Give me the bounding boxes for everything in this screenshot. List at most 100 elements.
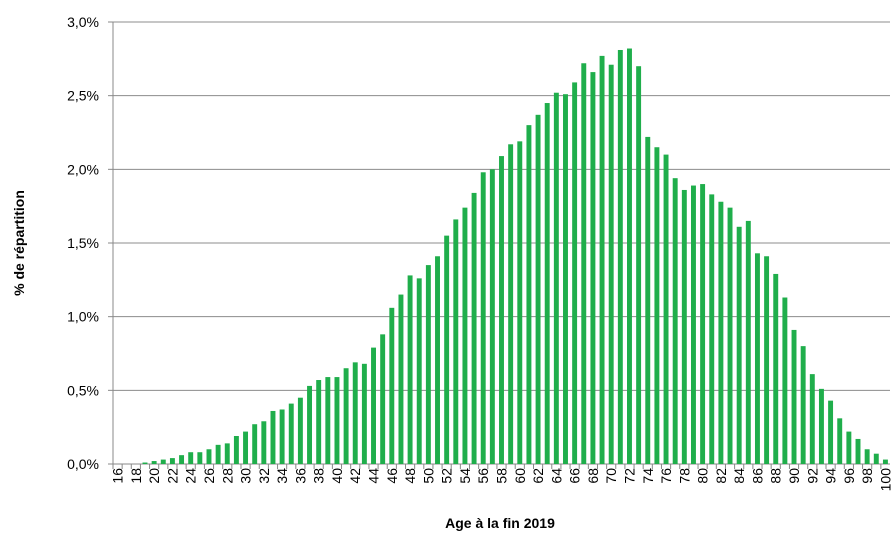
bar <box>380 334 386 464</box>
x-tick-label: 52 <box>439 468 455 484</box>
bar <box>297 397 303 464</box>
x-tick-label: 92 <box>804 468 820 484</box>
bar <box>672 178 678 464</box>
bar <box>224 443 230 464</box>
x-tick-label: 30 <box>238 468 254 484</box>
bar <box>736 226 742 464</box>
bar <box>526 125 532 464</box>
x-tick-label: 44 <box>366 468 382 484</box>
x-tick-label: 76 <box>658 468 674 484</box>
x-tick-label: 22 <box>164 468 180 484</box>
x-tick-label: 62 <box>530 468 546 484</box>
bar <box>608 64 614 464</box>
x-tick-label: 34 <box>274 468 290 484</box>
bar <box>800 346 806 464</box>
bar <box>499 156 504 464</box>
bar <box>581 63 587 465</box>
x-tick-label: 66 <box>567 468 583 484</box>
y-tick-label: 2,5% <box>67 88 99 104</box>
x-tick-label: 68 <box>585 468 601 484</box>
bar <box>270 410 276 464</box>
bar <box>389 307 395 464</box>
x-tick-label: 86 <box>749 468 765 484</box>
x-tick-label: 36 <box>292 468 308 484</box>
x-tick-label: 82 <box>713 468 729 484</box>
bar <box>489 169 495 465</box>
y-tick-label: 1,5% <box>67 235 99 251</box>
x-tick-label: 24 <box>183 468 199 484</box>
bar <box>142 462 148 464</box>
bar <box>828 400 834 464</box>
bar <box>754 253 760 464</box>
bar <box>252 424 258 464</box>
x-tick-label: 74 <box>640 468 656 484</box>
x-tick-label: 38 <box>311 468 327 484</box>
bar <box>151 461 157 464</box>
x-tick-label: 18 <box>128 468 144 484</box>
bar <box>599 55 605 465</box>
x-tick-label: 80 <box>695 468 711 484</box>
x-tick-label: 50 <box>420 468 436 484</box>
x-tick-label: 98 <box>859 468 875 484</box>
bar <box>590 72 596 465</box>
y-tick-label: 3,0% <box>67 14 99 30</box>
x-tick-label: 88 <box>768 468 784 484</box>
x-tick-label: 84 <box>731 468 747 484</box>
bar <box>179 455 185 464</box>
x-tick-label: 16 <box>110 468 126 484</box>
bar <box>773 273 779 464</box>
bar <box>407 275 413 464</box>
x-tick-label: 64 <box>548 468 564 484</box>
bar <box>371 347 376 464</box>
bar <box>197 452 203 464</box>
bar <box>681 189 687 464</box>
x-tick-label: 70 <box>603 468 619 484</box>
x-tick-label: 28 <box>219 468 235 484</box>
x-tick-label: 60 <box>512 468 528 484</box>
x-tick-label: 58 <box>494 468 510 484</box>
bar <box>782 297 788 464</box>
bar <box>873 453 879 464</box>
bar <box>233 436 239 464</box>
x-tick-label: 26 <box>201 468 217 484</box>
bar <box>169 458 175 464</box>
bar <box>882 459 888 464</box>
bar <box>352 362 358 464</box>
bar <box>243 431 249 464</box>
bar <box>288 403 294 464</box>
bar <box>837 418 843 464</box>
bar <box>553 92 559 464</box>
bar <box>846 431 852 464</box>
bar <box>325 377 331 464</box>
y-tick-label: 1,0% <box>67 309 99 325</box>
bar <box>453 219 459 464</box>
bar <box>727 207 733 464</box>
bar <box>316 380 322 464</box>
x-tick-label: 32 <box>256 468 272 484</box>
bar <box>718 201 724 464</box>
bar <box>508 144 514 464</box>
bar <box>627 48 632 465</box>
bar <box>791 329 797 464</box>
y-axis-title: % de répartition <box>11 190 27 296</box>
bar <box>361 363 367 464</box>
bar <box>864 449 870 464</box>
x-tick-label: 96 <box>841 468 857 484</box>
x-tick-label: 48 <box>402 468 418 484</box>
bar <box>636 66 642 464</box>
y-tick-label: 2,0% <box>67 161 99 177</box>
bar <box>663 154 669 464</box>
x-tick-label: 78 <box>676 468 692 484</box>
y-tick-label: 0,5% <box>67 382 99 398</box>
bar <box>334 377 340 464</box>
x-tick-label: 56 <box>475 468 491 484</box>
x-tick-label: 90 <box>786 468 802 484</box>
x-tick-label: 54 <box>457 468 473 484</box>
bar <box>572 82 578 464</box>
bar <box>654 147 660 464</box>
bar <box>160 459 166 464</box>
bar <box>700 184 706 465</box>
x-axis-title: Age à la fin 2019 <box>445 515 555 531</box>
bar <box>480 172 486 464</box>
